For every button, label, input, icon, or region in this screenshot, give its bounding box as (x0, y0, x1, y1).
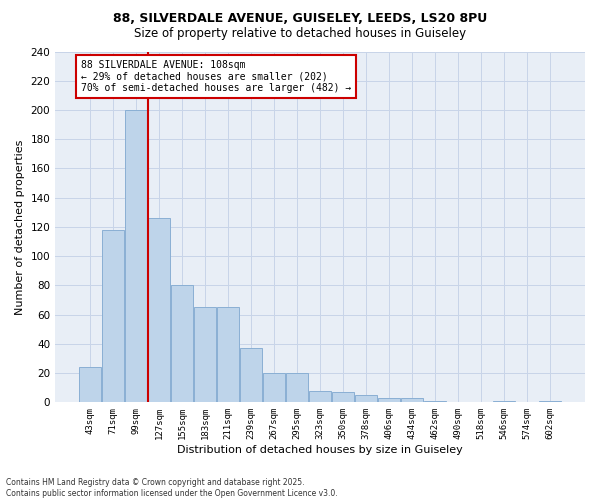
Bar (171, 286, 193, 403)
Text: Size of property relative to detached houses in Guiseley: Size of property relative to detached ho… (134, 28, 466, 40)
Bar (493, 401, 515, 402)
Bar (378, 398, 400, 402)
Bar (148, 218, 170, 402)
Bar (125, 110, 147, 403)
Bar (539, 401, 561, 402)
Bar (286, 373, 308, 402)
Text: 88, SILVERDALE AVENUE, GUISELEY, LEEDS, LS20 8PU: 88, SILVERDALE AVENUE, GUISELEY, LEEDS, … (113, 12, 487, 26)
Bar (332, 392, 354, 402)
Bar (102, 230, 124, 402)
Bar (424, 401, 446, 402)
Text: 88 SILVERDALE AVENUE: 108sqm
← 29% of detached houses are smaller (202)
70% of s: 88 SILVERDALE AVENUE: 108sqm ← 29% of de… (81, 60, 351, 94)
X-axis label: Distribution of detached houses by size in Guiseley: Distribution of detached houses by size … (177, 445, 463, 455)
Bar (263, 373, 285, 402)
Bar (401, 398, 423, 402)
Bar (240, 348, 262, 403)
Bar (355, 395, 377, 402)
Text: Contains HM Land Registry data © Crown copyright and database right 2025.
Contai: Contains HM Land Registry data © Crown c… (6, 478, 338, 498)
Bar (194, 308, 216, 402)
Bar (217, 308, 239, 402)
Bar (79, 367, 101, 402)
Y-axis label: Number of detached properties: Number of detached properties (15, 139, 25, 314)
Bar (309, 390, 331, 402)
